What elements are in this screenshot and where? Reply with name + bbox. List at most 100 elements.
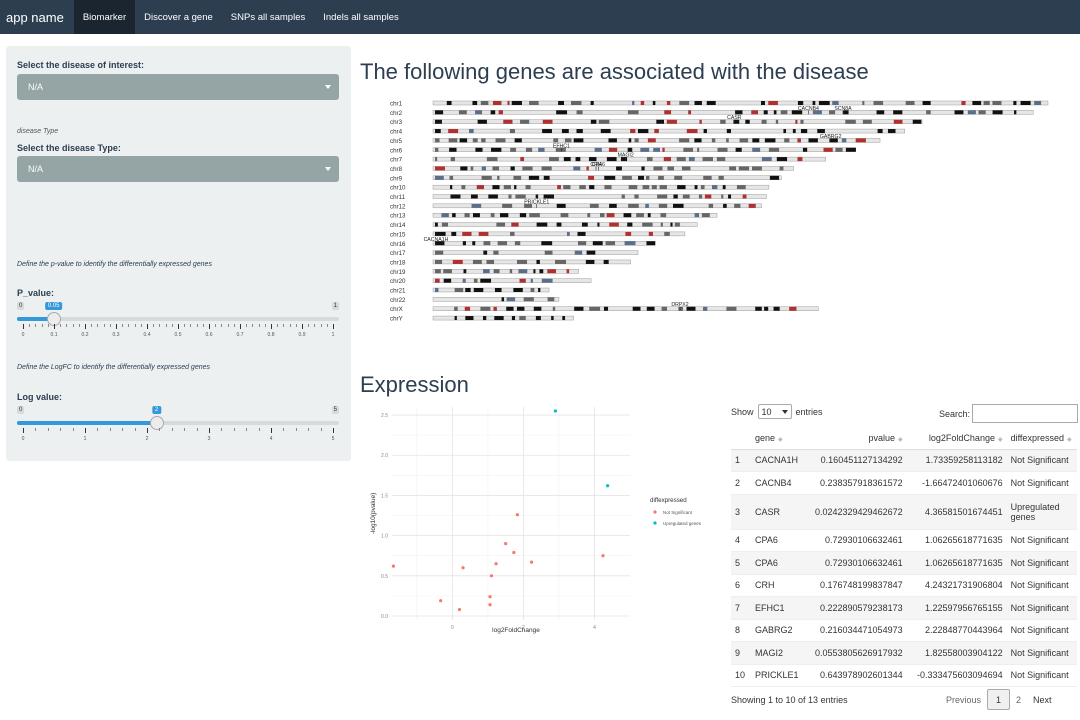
nav-tab-indels[interactable]: Indels all samples [323, 11, 399, 23]
legend-label: Not Significant [663, 510, 693, 515]
slider-tick-label: 0.6 [205, 332, 213, 338]
col-header-log2fc[interactable]: log2FoldChange ◆ [906, 427, 1007, 450]
slider-tick-label: 2 [145, 436, 149, 442]
cell-index: 8 [731, 619, 751, 642]
chromosome-bar [432, 100, 1049, 106]
slider-tick [159, 324, 161, 327]
chromosome-bar [432, 119, 923, 124]
col-header-diffexpressed[interactable]: diffexpressed ◆ [1006, 427, 1077, 450]
slider-tick [308, 324, 310, 327]
chromosome-label: chr20 [390, 278, 406, 285]
pvalue-slider[interactable]: 0 1 0.05 0 0.1 0.2 0.3 0.4 0.5 0.6 0.7 0.8 0.9 1 [17, 302, 339, 347]
disease-select[interactable]: N/A [17, 74, 339, 100]
slider-max-label: 5 [331, 406, 339, 414]
nav-tab-discover-gene[interactable]: Discover a gene [144, 11, 213, 23]
slider-tick [246, 324, 248, 327]
slider-tick-label: 0 [21, 436, 25, 442]
table-row[interactable]: 8 GABRG2 0.216034471054973 2.22848770443964… [731, 619, 1077, 642]
scatter-point [601, 554, 605, 558]
scatter-point [391, 564, 396, 568]
scatter-point [461, 566, 465, 570]
slider-value-label: 0.05 [44, 302, 63, 310]
col-header-gene[interactable]: gene ◆ [751, 427, 811, 450]
scatter-point [488, 595, 492, 599]
cell-diffexpressed: Not Significant [1006, 449, 1077, 472]
col-header-index[interactable] [731, 427, 751, 450]
slider-tick [128, 324, 130, 327]
slider-tick [35, 428, 37, 431]
slider-tick [333, 428, 334, 433]
gene-annotation-label: CPA6 [592, 162, 605, 168]
table-row[interactable]: 4 CPA6 0.72930106632461 1.06265618771635 Not… [731, 529, 1077, 552]
slider-min-label: 0 [17, 302, 25, 310]
cell-diffexpressed: Not Significant [1006, 529, 1077, 552]
scatter-point [457, 607, 462, 612]
scatter-point [494, 562, 498, 566]
pagination-next[interactable]: Next [1033, 694, 1052, 705]
table-row[interactable]: 2 CACNB4 0.238357918361572 -1.6647240106067… [731, 471, 1077, 495]
x-tick-label: 0 [451, 625, 454, 631]
pagination-previous[interactable]: Previous [946, 694, 982, 705]
sort-icon: ◆ [1066, 436, 1072, 443]
slider-tick-label: 0.2 [81, 332, 89, 338]
slider-tick [283, 428, 285, 431]
results-table: gene ◆ pvalue ◆ log2FoldChange ◆ diffexpres… [731, 427, 1077, 687]
slider-handle[interactable] [46, 312, 61, 326]
table-row[interactable]: 3 CASR 0.0242329429462672 4.36581501674451 U… [731, 494, 1077, 530]
volcano-plot: 0 2 4 0.0 0.5 1.0 1.5 2.0 2.5 log2FoldChange -log1… [370, 407, 702, 634]
app-brand[interactable]: app name [6, 9, 64, 25]
chromosome-bar [432, 166, 794, 171]
slider-tick [159, 428, 161, 431]
table-row[interactable]: 7 EFHC1 0.222890579238173 1.22597956765155 N… [731, 596, 1077, 620]
table-row[interactable]: 9 MAGI2 0.0553805626917932 1.82558003904122… [731, 641, 1077, 665]
search-input[interactable] [972, 404, 1079, 423]
slider-tick [178, 324, 179, 329]
sort-icon: ◆ [997, 436, 1003, 443]
cell-gene: CACNB4 [751, 471, 811, 495]
nav-tab-biomarker[interactable]: Biomarker [73, 0, 136, 34]
disease-type-select-label: Select the disease Type: [17, 143, 121, 153]
slider-tick [271, 428, 272, 433]
chromosome-label: chr19 [390, 269, 406, 276]
slider-tick [35, 324, 37, 327]
cell-index: 9 [731, 641, 751, 665]
table-row[interactable]: 6 CRH 0.176748199837847 4.24321731906804 Not… [731, 574, 1077, 597]
chromosome-bar [432, 175, 782, 181]
slider-tick [72, 428, 74, 431]
pagination-page-1[interactable]: 1 [987, 689, 1011, 710]
nav-tab-snps[interactable]: SNPs all samples [230, 11, 306, 23]
slider-track[interactable] [17, 421, 339, 425]
x-tick-label: 4 [593, 625, 596, 631]
logfc-hint: Define the LogFC to identify the differe… [17, 364, 211, 371]
slider-tick [97, 428, 99, 431]
slider-tick [209, 324, 210, 329]
slider-tick-label: 0.8 [267, 332, 275, 338]
disease-type-select-value: N/A [28, 164, 44, 174]
pagination-page-2[interactable]: 2 [1016, 694, 1022, 705]
table-header-row: gene ◆ pvalue ◆ log2FoldChange ◆ diffexpres… [731, 427, 1077, 450]
slider-value-label: 2 [151, 406, 162, 414]
entries-select-value: 10 [761, 406, 772, 417]
slider-tick [227, 324, 229, 327]
gene-annotation-label: PRICKLE1 [524, 199, 549, 205]
logfc-slider[interactable]: 0 5 2 0 1 2 3 4 5 [17, 406, 339, 451]
entries-select[interactable]: 10 [757, 404, 792, 419]
slider-handle[interactable] [149, 416, 164, 430]
disease-type-select[interactable]: N/A [17, 156, 339, 182]
slider-tick [134, 428, 136, 431]
col-header-pvalue[interactable]: pvalue ◆ [811, 427, 907, 450]
chromosome-label: chr22 [390, 297, 406, 304]
slider-track[interactable] [17, 317, 339, 321]
slider-tick-label: 1 [83, 436, 87, 442]
chromosome-label: chr15 [390, 231, 406, 238]
table-row[interactable]: 10 PRICKLE1 0.643978902601344 -0.3334756030… [731, 664, 1077, 687]
cell-pvalue: 0.72930106632461 [811, 551, 907, 575]
y-axis-label: -log10(pvalue) [370, 493, 377, 535]
table-row[interactable]: 5 CPA6 0.72930106632461 1.06265618771635 Not… [731, 551, 1077, 575]
slider-tick [41, 324, 43, 327]
table-row[interactable]: 1 CACNA1H 0.160451127134292 1.7335925811318… [731, 449, 1077, 472]
chromosome-label: chr5 [390, 138, 403, 145]
chromosome-label: chrX [390, 306, 403, 313]
cell-diffexpressed: Not Significant [1006, 471, 1077, 495]
slider-tick [60, 428, 62, 431]
